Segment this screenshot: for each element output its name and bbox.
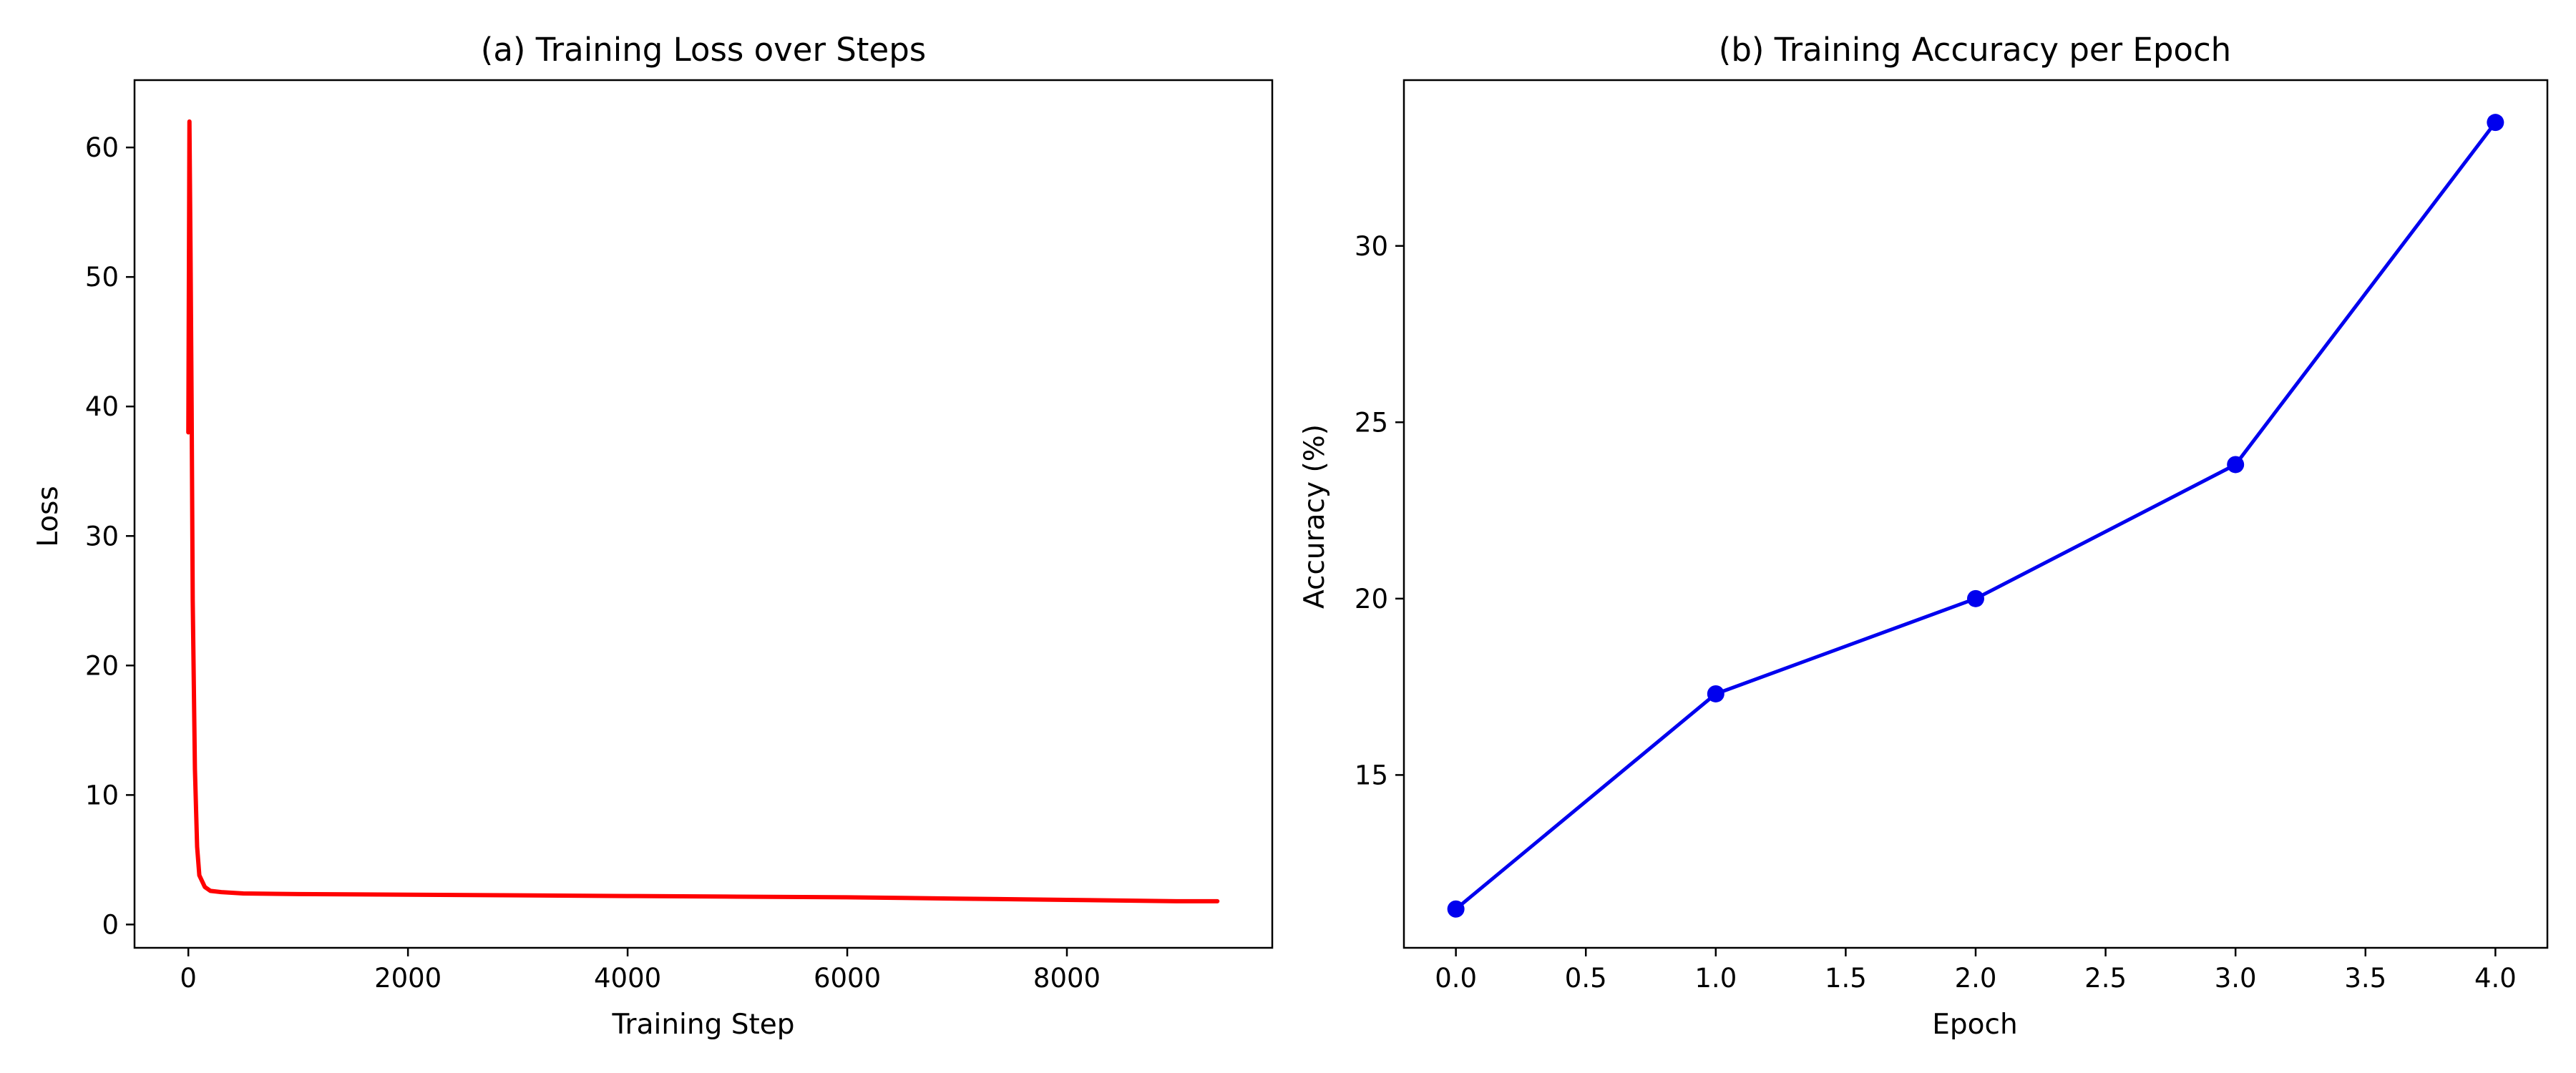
accuracy-point (2227, 456, 2245, 474)
accuracy-point (2487, 114, 2504, 132)
loss-chart-xlabel: Training Step (611, 1009, 794, 1041)
loss-y-tick-label: 0 (102, 909, 119, 940)
accuracy-series-line (1454, 120, 2497, 911)
accuracy-point (1967, 589, 1984, 607)
accuracy-x-tick-label: 4.0 (2474, 963, 2517, 994)
loss-series-line (186, 119, 1220, 903)
accuracy-x-tick-label: 3.5 (2344, 963, 2386, 994)
loss-chart: (a) Training Loss over Steps Training St… (32, 31, 1274, 1041)
accuracy-chart-title: (b) Training Accuracy per Epoch (1719, 31, 2231, 69)
accuracy-point (1707, 685, 1724, 702)
loss-x-tick-label: 8000 (1033, 963, 1101, 994)
loss-y-tick-label: 20 (85, 650, 119, 681)
accuracy-y-tick-label: 15 (1355, 760, 1388, 790)
loss-x-tick-label: 2000 (374, 963, 441, 994)
loss-axes-frame (133, 79, 1274, 949)
accuracy-axes-frame (1402, 79, 2549, 949)
accuracy-x-tick-label: 0.0 (1435, 963, 1477, 994)
accuracy-chart-ylabel: Accuracy (%) (1299, 424, 1331, 609)
loss-y-tick-label: 40 (85, 391, 119, 422)
loss-y-tick-label: 10 (85, 780, 119, 810)
accuracy-x-tick-label: 1.5 (1825, 963, 1867, 994)
accuracy-x-tick-label: 1.0 (1694, 963, 1737, 994)
accuracy-x-tick-label: 3.0 (2215, 963, 2257, 994)
loss-x-tick-label: 4000 (594, 963, 661, 994)
accuracy-x-tick-label: 2.0 (1955, 963, 1997, 994)
accuracy-x-tick-label: 2.5 (2084, 963, 2127, 994)
accuracy-y-tick-label: 30 (1355, 231, 1388, 262)
accuracy-x-tick-label: 0.5 (1565, 963, 1607, 994)
loss-y-tick-label: 60 (85, 132, 119, 163)
loss-y-tick-label: 50 (85, 262, 119, 293)
loss-x-tick-label: 6000 (814, 963, 881, 994)
accuracy-y-tick-label: 20 (1355, 584, 1388, 614)
loss-chart-ylabel: Loss (32, 486, 64, 547)
loss-x-tick-label: 0 (180, 963, 197, 994)
accuracy-chart-xlabel: Epoch (1932, 1009, 2017, 1041)
accuracy-chart: (b) Training Accuracy per Epoch Epoch Ac… (1299, 31, 2549, 1041)
loss-y-tick-label: 30 (85, 521, 119, 552)
accuracy-y-tick-label: 25 (1355, 407, 1388, 438)
loss-chart-title: (a) Training Loss over Steps (481, 31, 926, 69)
accuracy-point (1447, 900, 1465, 918)
